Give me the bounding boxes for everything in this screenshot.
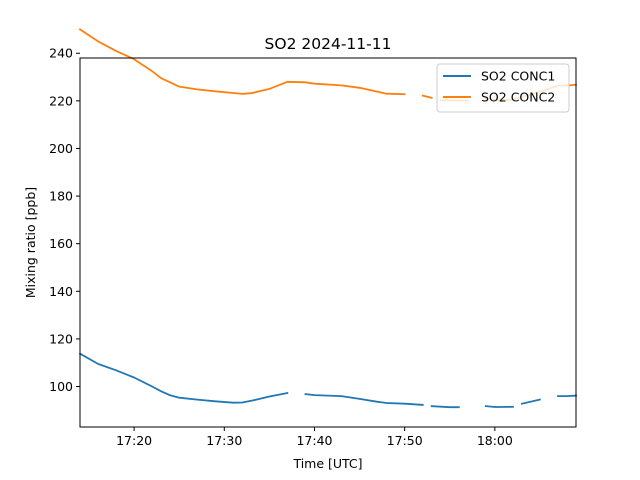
legend-label-so2-conc1: SO2 CONC1 <box>481 69 555 84</box>
series-line-segment <box>484 405 514 408</box>
series-line-segment <box>78 352 289 404</box>
series-line-segment <box>304 393 424 406</box>
y-tick-label: 120 <box>49 331 73 346</box>
plot-area <box>78 28 577 428</box>
plot-background <box>80 58 576 427</box>
series-line-segment <box>78 28 406 96</box>
y-tick-label: 220 <box>49 93 73 108</box>
y-tick-label: 100 <box>49 379 73 394</box>
legend-label-so2-conc2: SO2 CONC2 <box>481 90 555 105</box>
series-layer <box>78 28 577 409</box>
series-so2-conc1 <box>78 352 577 409</box>
plot-frame <box>79 57 577 428</box>
series-line-segment <box>520 398 541 405</box>
y-axis: 100 120 140 160 180 200 220 240 <box>49 46 80 394</box>
chart-title: SO2 2024-11-11 <box>265 35 392 53</box>
x-tick-label: 18:00 <box>477 433 513 448</box>
series-line-segment <box>421 94 433 99</box>
y-tick-label: 200 <box>49 141 73 156</box>
x-tick-label: 17:40 <box>296 433 332 448</box>
series-line-segment <box>557 394 577 398</box>
series-line-segment <box>430 405 460 409</box>
x-axis: 17:20 17:30 17:40 17:50 18:00 <box>116 427 513 448</box>
x-tick-label: 17:50 <box>387 433 423 448</box>
y-tick-label: 160 <box>49 236 73 251</box>
y-axis-label: Mixing ratio [ppb] <box>23 187 38 298</box>
y-tick-label: 180 <box>49 189 73 204</box>
legend: SO2 CONC1 SO2 CONC2 <box>436 63 570 113</box>
x-axis-label: Time [UTC] <box>292 456 362 471</box>
y-tick-label: 140 <box>49 284 73 299</box>
x-tick-label: 17:20 <box>116 433 152 448</box>
x-tick-label: 17:30 <box>206 433 242 448</box>
y-tick-label: 240 <box>49 46 73 61</box>
